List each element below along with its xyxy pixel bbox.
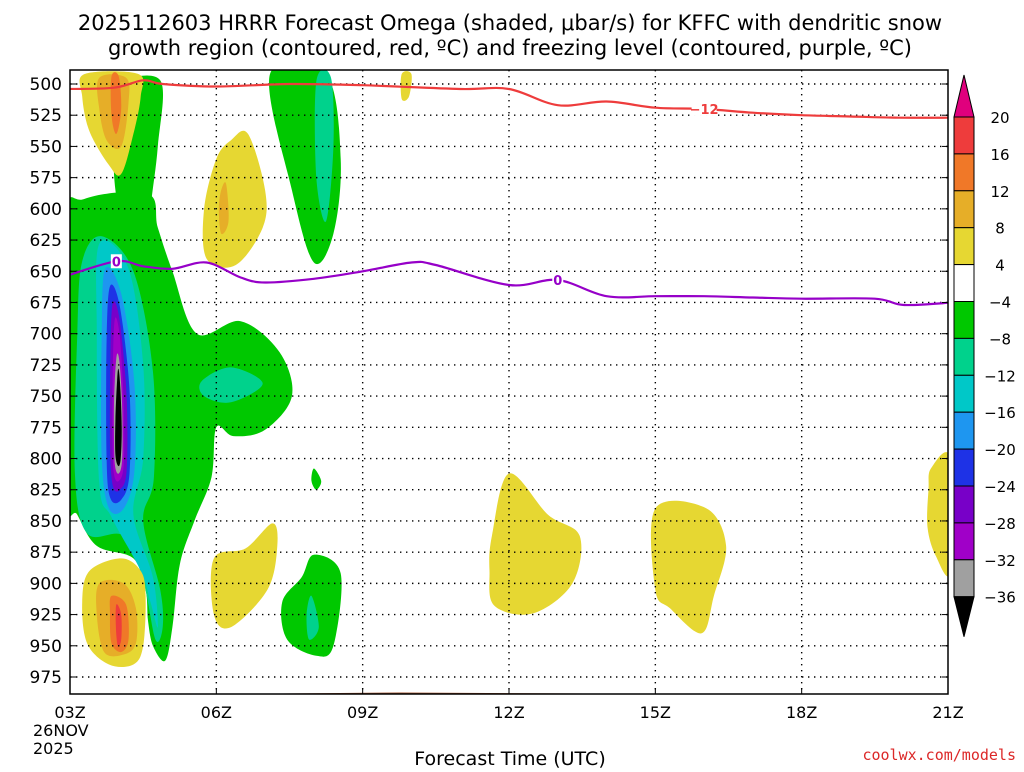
x-tick-label: 15Z [640,703,671,722]
colorbar-label: 20 [990,109,1009,127]
y-tick-label: 550 [30,137,62,157]
y-tick-label: 600 [30,200,62,220]
colorbar-label: −16 [984,404,1016,422]
y-tick-label: 675 [30,293,62,313]
omega-region [210,523,278,629]
y-tick-label: 850 [30,512,62,532]
colorbar-swatch [953,116,975,155]
x-tick-label: 06Z [201,703,232,722]
colorbar-label: 12 [990,183,1009,201]
colorbar-label: −32 [984,552,1016,570]
colorbar-label: −12 [984,367,1016,385]
colorbar-bottom-arrow [953,596,975,637]
contour-line [70,79,948,119]
colorbar-swatch [953,190,975,229]
contour-label-bg [691,101,717,116]
colorbar-swatch [953,227,975,266]
contour-label: 0 [553,274,562,289]
colorbar-label: −4 [989,294,1011,312]
colorbar-label: −36 [984,589,1016,607]
contour-label: −12 [690,103,719,118]
y-tick-label: 750 [30,387,62,407]
colorbar-label: −24 [984,478,1016,496]
y-tick-label: 525 [30,106,62,126]
y-tick-label: 625 [30,231,62,251]
x-tick-label: 18Z [786,703,817,722]
y-tick-label: 575 [30,169,62,189]
omega-region [306,595,319,640]
y-tick-label: 500 [30,75,62,95]
colorbar-swatch [953,337,975,376]
colorbar-swatch [953,522,975,561]
x-axis: 03Z 06Z 09Z 12Z 15Z 18Z 21Z [54,688,964,722]
temperature-contours: −12 0 0 [70,79,948,307]
colorbar-label: 8 [995,220,1005,238]
y-tick-label: 650 [30,262,62,282]
colorbar-label: −20 [984,441,1016,459]
colorbar-swatch [953,485,975,524]
x-tick-label: 09Z [347,703,378,722]
y-tick-label: 925 [30,606,62,626]
y-tick-label: 950 [30,637,62,657]
x-date-line1: 26NOV [33,721,89,740]
y-tick-label: 875 [30,543,62,563]
chart-title-line2: growth region (contoured, red, ºC) and f… [108,36,912,60]
colorbar-swatch [953,374,975,413]
chart-title-line1: 2025112603 HRRR Forecast Omega (shaded, … [78,11,942,35]
y-tick-label: 700 [30,325,62,345]
grid-lines [70,70,948,694]
y-tick-label: 900 [30,574,62,594]
colorbar-label: −8 [989,330,1011,348]
colorbar-swatch [953,448,975,487]
colorbar-top-arrow [953,74,975,118]
contour-label-bg [552,273,564,288]
omega-region [115,604,122,647]
colorbar-label: 4 [995,257,1005,275]
x-axis-label: Forecast Time (UTC) [414,748,605,768]
x-tick-label: 21Z [932,703,963,722]
y-tick-label: 775 [30,418,62,438]
omega-region [650,500,727,634]
y-tick-label: 975 [30,668,62,688]
colorbar-swatch [953,153,975,192]
contour-label: 0 [112,255,121,270]
y-tick-label: 800 [30,450,62,470]
x-date-line2: 2025 [33,739,74,758]
x-tick-label: 03Z [54,703,85,722]
colorbar: 20 16 12 8 4 −4 −8 −12 −16 −20 −24 −28 −32 −36 [953,74,1016,637]
contour-label-bg [110,254,122,269]
colorbar-label: 16 [990,146,1009,164]
omega-region [311,468,322,490]
colorbar-swatch [953,411,975,450]
credit-link[interactable]: coolwx.com/models [862,746,1016,764]
omega-region [202,130,267,268]
y-tick-label: 725 [30,356,62,376]
y-axis: 500 525 550 575 600 625 650 675 700 725 750 775 800 8… [30,75,948,688]
colorbar-swatch [953,559,975,598]
contour-line [70,259,948,307]
colorbar-swatch [953,264,975,303]
colorbar-label: −28 [984,515,1016,533]
omega-region [927,452,948,577]
colorbar-swatch [953,301,975,339]
omega-region [218,182,229,235]
omega-region [489,473,582,615]
omega-shading [70,70,948,668]
omega-region [314,70,334,222]
y-tick-label: 825 [30,481,62,501]
x-tick-label: 12Z [493,703,524,722]
omega-region [115,368,122,467]
omega-region [199,367,263,403]
